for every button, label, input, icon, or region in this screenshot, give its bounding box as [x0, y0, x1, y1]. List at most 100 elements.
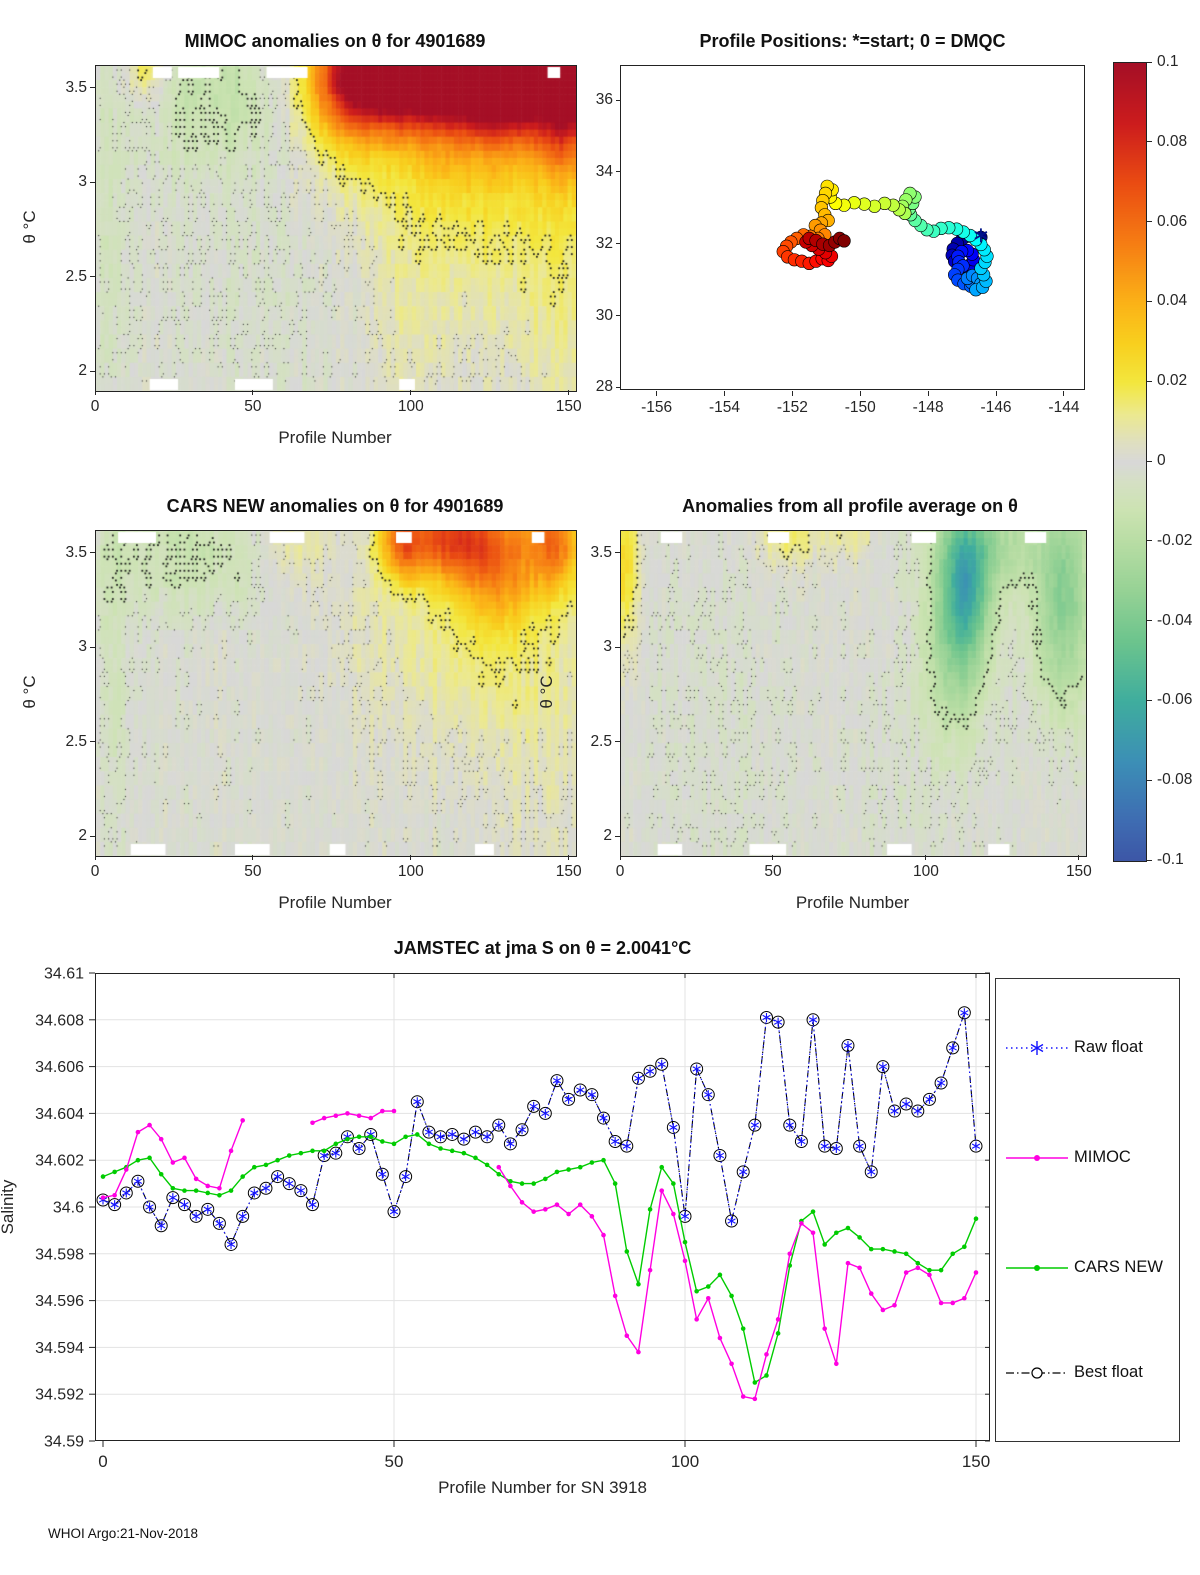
data-point-circle: [550, 1074, 564, 1088]
data-point-asterisk: [669, 1122, 678, 1132]
x-tick-mark: [927, 391, 929, 396]
data-point-asterisk: [331, 1148, 340, 1158]
x-tick-mark: [724, 391, 726, 396]
data-point-dot: [775, 1331, 781, 1336]
data-point-asterisk: [541, 1108, 550, 1118]
y-tick-mark: [615, 646, 620, 648]
data-point-dot: [240, 1118, 245, 1123]
y-tick-mark: [90, 646, 95, 648]
data-point-dot: [799, 1221, 804, 1226]
avg-heatmap-canvas: [620, 530, 1087, 857]
data-point-dot: [612, 1181, 618, 1186]
y-tick-label: 28: [595, 378, 613, 396]
panel-cars-title: CARS NEW anomalies on θ for 4901689: [166, 496, 504, 516]
data-point-dot: [810, 1230, 816, 1236]
data-point-dot: [659, 1164, 665, 1170]
data-point-dot: [449, 1148, 455, 1154]
data-point-circle: [468, 1125, 482, 1139]
x-tick-label: 0: [98, 1452, 107, 1471]
y-tick-mark: [90, 552, 95, 554]
y-tick-label: 34.608: [35, 1012, 84, 1029]
data-point-dot: [601, 1232, 606, 1238]
data-point-circle: [399, 1170, 413, 1184]
colorbar-tick-label: -0.08: [1157, 771, 1193, 789]
data-point-dot: [217, 1193, 222, 1198]
x-tick-label: -146: [980, 399, 1012, 416]
data-point-asterisk: [110, 1200, 119, 1210]
data-point-circle: [748, 1118, 762, 1132]
data-point-asterisk: [296, 1186, 306, 1196]
data-point-asterisk: [855, 1141, 864, 1151]
colorbar-tick-label: -0.1: [1157, 851, 1184, 868]
data-point-dot: [752, 1396, 758, 1402]
data-point-dot: [915, 1265, 921, 1271]
data-point-dot: [868, 1291, 874, 1296]
x-tick-mark: [94, 390, 96, 395]
data-point-circle: [422, 1125, 436, 1139]
data-point-dot: [764, 1373, 769, 1378]
data-point-dot: [857, 1235, 862, 1240]
data-point-asterisk: [261, 1183, 271, 1193]
x-tick-mark: [94, 855, 96, 860]
data-point-dot: [356, 1134, 362, 1140]
y-tick-mark: [616, 243, 621, 245]
data-point-dot: [892, 1302, 897, 1308]
data-point-dot: [915, 1260, 921, 1266]
data-point-circle: [736, 1165, 750, 1179]
colorbar-tick-label: -0.04: [1157, 611, 1193, 629]
data-point-asterisk: [960, 1008, 969, 1018]
data-point-dot: [147, 1155, 152, 1161]
data-point-circle: [329, 1146, 343, 1160]
y-tick-mark: [90, 87, 95, 89]
data-point-dot: [310, 1120, 315, 1126]
colorbar-tick-label: 0.1: [1157, 53, 1179, 70]
x-tick-mark: [252, 855, 254, 860]
best-float-line-sample: [1006, 1367, 1068, 1379]
data-point-dot: [461, 1150, 467, 1156]
y-tick-mark: [90, 741, 95, 743]
mimoc-heatmap-canvas: [95, 65, 577, 392]
data-point-dot: [519, 1200, 525, 1205]
data-point-dot: [659, 1188, 665, 1193]
data-point-dot: [135, 1129, 141, 1135]
data-point-dot: [601, 1157, 606, 1163]
x-tick-mark: [925, 855, 927, 860]
data-point-dot: [950, 1251, 956, 1257]
y-tick-mark: [616, 171, 621, 173]
colorbar-tick-mark: [1146, 300, 1152, 302]
data-point-dot: [519, 1181, 525, 1186]
x-tick-mark: [1063, 391, 1065, 396]
legend-label: CARS NEW: [1074, 1258, 1163, 1276]
data-point-dot: [356, 1113, 362, 1119]
x-tick-label: 0: [90, 398, 100, 415]
legend-entry-best-float: Best float: [996, 1362, 1179, 1384]
data-point-circle: [713, 1149, 727, 1163]
data-point-circle: [888, 1104, 902, 1118]
data-point-asterisk: [459, 1134, 469, 1144]
colorbar-tick-label: 0: [1157, 452, 1166, 469]
data-point-dot: [834, 1230, 839, 1236]
panel-positions-scatter: -156 -154 -152 -150 -148 -146 -144 36 34 32 30 28: [596, 65, 1085, 416]
colorbar-tick-mark: [1146, 460, 1152, 462]
colorbar-tick-mark: [1146, 61, 1152, 63]
data-point-circle: [922, 1092, 936, 1106]
colorbar-tick-label: 0.06: [1157, 212, 1188, 230]
circle-marker-icon: [1031, 1367, 1043, 1379]
data-point-circle: [189, 1209, 203, 1223]
data-point-dot: [182, 1155, 187, 1161]
data-point-dot: [240, 1174, 245, 1179]
y-tick-label: 3.5: [590, 543, 612, 561]
y-tick-mark: [90, 835, 95, 837]
data-point-asterisk: [308, 1200, 317, 1210]
colorbar-tick-label: -0.06: [1157, 691, 1193, 709]
data-point-circle: [841, 1039, 855, 1053]
data-point-dot: [694, 1317, 699, 1322]
data-point-asterisk: [773, 1017, 783, 1027]
data-point-asterisk: [890, 1106, 899, 1116]
y-tick-mark: [90, 276, 95, 278]
panel-mimoc-xlabel: Profile Number: [278, 428, 392, 447]
data-point-dot: [845, 1225, 851, 1231]
data-point-dot: [973, 1270, 979, 1275]
x-tick-label: 100: [671, 1452, 699, 1471]
colorbar: [1113, 62, 1147, 862]
